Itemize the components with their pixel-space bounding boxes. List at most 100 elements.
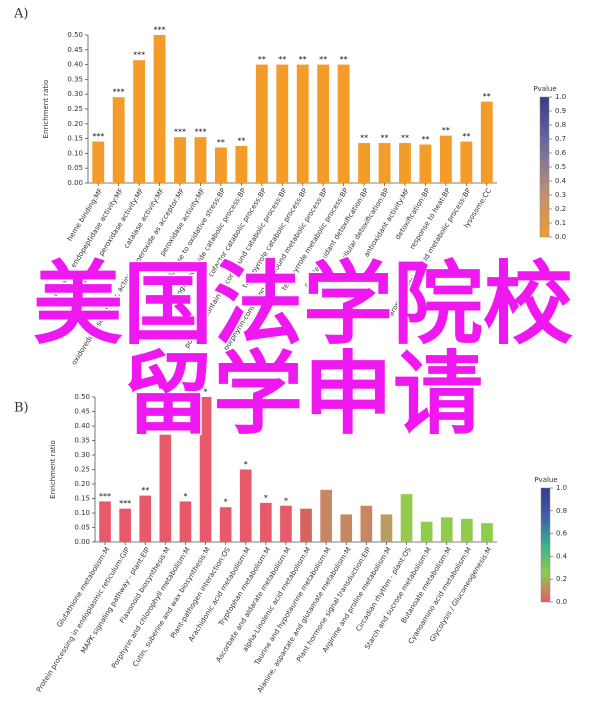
significance-label: * <box>244 460 248 469</box>
y-tick-label: 0.30 <box>74 451 90 459</box>
y-tick-label: 0.40 <box>67 61 83 69</box>
colorbar-tick-label: 0.0 <box>556 598 567 606</box>
bar <box>214 147 227 183</box>
y-tick-label: 0.05 <box>67 164 83 172</box>
significance-label: ** <box>421 135 429 144</box>
significance-label: ** <box>141 486 149 495</box>
colorbar-tick-label: 0.7 <box>555 135 566 143</box>
colorbar-tick-label: 0.2 <box>556 575 567 583</box>
y-tick-label: 0.20 <box>74 480 90 488</box>
significance-label: *** <box>174 128 186 137</box>
significance-label: * <box>224 498 228 507</box>
significance-label: * <box>284 496 288 505</box>
colorbar-tick-label: 0.1 <box>555 219 566 227</box>
significance-label: *** <box>92 132 104 141</box>
bar <box>235 146 248 183</box>
bar <box>112 97 125 183</box>
significance-label: ** <box>381 134 389 143</box>
significance-label: * <box>183 492 187 501</box>
bar <box>340 514 353 542</box>
bar <box>174 137 186 183</box>
y-tick-label: 0.10 <box>74 509 90 517</box>
x-tick-label: heme binding:MF <box>66 187 105 243</box>
bar <box>99 501 111 542</box>
colorbar-tick-label: 0.4 <box>555 177 567 185</box>
bar <box>276 64 289 183</box>
y-tick-label: 0.45 <box>74 408 90 416</box>
bar <box>419 144 432 183</box>
significance-label: ** <box>462 132 470 141</box>
colorbar <box>540 487 551 603</box>
y-tick-label: 0.05 <box>74 524 90 532</box>
y-tick-label: 0.45 <box>67 46 83 54</box>
x-tick-label: Cutin, suberine and wax biosynthesis:M <box>131 546 212 668</box>
colorbar-tick-label: 0.4 <box>556 552 568 560</box>
y-tick-label: 0.10 <box>67 149 83 157</box>
y-axis-label: Enrichment ratio <box>49 440 57 499</box>
y-tick-label: 0.00 <box>74 538 90 546</box>
overlay-text: 留学申请 <box>123 342 483 447</box>
significance-label: ** <box>217 138 225 147</box>
bar <box>296 64 309 183</box>
bar <box>219 507 232 542</box>
bar <box>460 141 473 183</box>
significance-label: ** <box>299 55 307 64</box>
bar <box>133 60 146 183</box>
significance-label: *** <box>154 26 166 35</box>
colorbar-tick-label: 0.6 <box>556 530 568 538</box>
colorbar-title: Pvalue <box>533 85 556 93</box>
significance-label: *** <box>194 128 206 137</box>
significance-label: ** <box>258 55 266 64</box>
colorbar <box>539 96 550 238</box>
significance-label: *** <box>99 492 111 501</box>
x-tick-label: Protein processing in endoplasmic reticu… <box>35 546 131 694</box>
significance-label: ** <box>442 126 450 135</box>
colorbar-tick-label: 0.2 <box>555 205 566 213</box>
significance-label: ** <box>340 55 348 64</box>
y-tick-label: 0.30 <box>67 90 83 98</box>
panel-label: B) <box>14 401 29 416</box>
overlay-text: 美国法学院校 <box>33 252 573 357</box>
significance-label: ** <box>401 134 409 143</box>
significance-label: ** <box>360 134 368 143</box>
y-axis-label: Enrichment ratio <box>42 80 50 139</box>
y-tick-label: 0.00 <box>67 179 83 187</box>
bar <box>378 143 391 183</box>
significance-label: *** <box>113 88 125 97</box>
y-tick-label: 0.15 <box>67 135 83 143</box>
y-tick-label: 0.50 <box>67 31 83 39</box>
significance-label: ** <box>483 92 491 101</box>
y-tick-label: 0.35 <box>74 437 90 445</box>
colorbar-tick-label: 1.0 <box>555 93 566 101</box>
colorbar-tick-label: 0.8 <box>556 507 567 515</box>
bar <box>360 505 373 542</box>
bar <box>199 397 212 542</box>
bar <box>399 143 411 183</box>
bar <box>239 469 252 542</box>
y-tick-label: 0.50 <box>74 393 90 401</box>
bar <box>92 141 105 183</box>
bar <box>179 501 192 542</box>
bar <box>461 518 473 542</box>
y-tick-label: 0.25 <box>67 105 83 113</box>
y-tick-label: 0.15 <box>74 495 90 503</box>
significance-label: *** <box>133 51 145 60</box>
bar <box>420 521 433 542</box>
significance-label: *** <box>119 499 131 508</box>
bar <box>139 495 152 542</box>
y-tick-label: 0.40 <box>74 422 90 430</box>
bar <box>194 137 207 183</box>
bar <box>300 508 312 542</box>
bar <box>439 135 452 183</box>
bar <box>320 489 332 542</box>
bar <box>380 514 393 542</box>
y-tick-label: 0.25 <box>74 466 90 474</box>
y-tick-label: 0.20 <box>67 120 83 128</box>
significance-label: * <box>204 388 208 397</box>
colorbar-tick-label: 0.3 <box>555 191 566 199</box>
bar <box>440 517 453 542</box>
y-tick-label: 0.35 <box>67 75 83 83</box>
x-tick-label: Alanine, aspartate and glutamate metabol… <box>256 546 353 694</box>
colorbar-tick-label: 0.0 <box>555 233 566 241</box>
significance-label: ** <box>319 55 327 64</box>
